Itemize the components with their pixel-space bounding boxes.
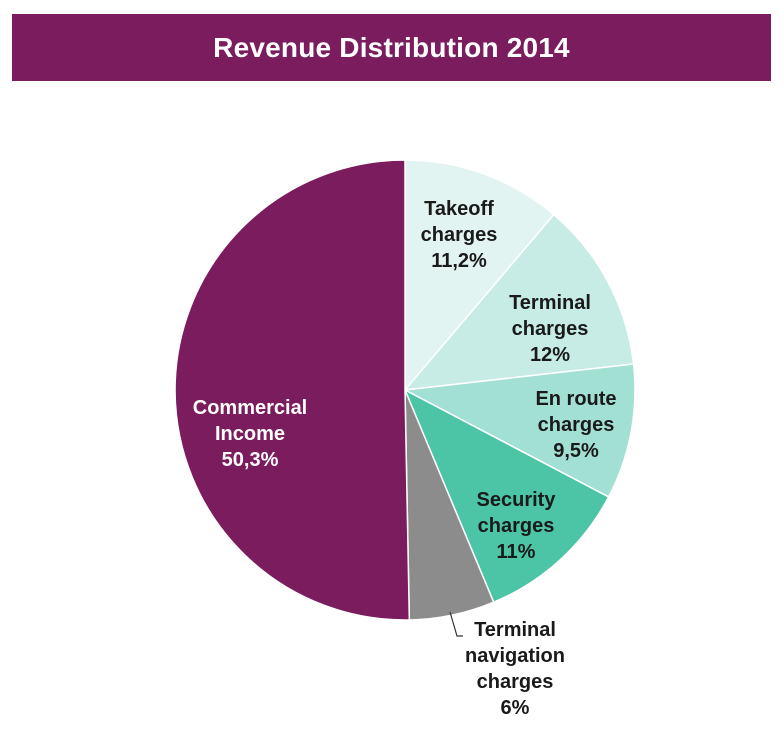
slice-label-line: charges: [538, 414, 615, 436]
slice-label-line: Commercial: [193, 397, 308, 419]
slice-label-line: Takeoff: [424, 198, 494, 220]
slice-label-takeoff: Takeoff charges 11,2%: [421, 198, 498, 272]
pie-slice-enroute: [402, 363, 636, 498]
pie-slice-terminal: [403, 213, 635, 391]
slice-value-label-terminal: 12%: [530, 344, 570, 366]
leader-line-terminal-navigation: [449, 611, 463, 637]
slice-label-enroute: En route charges 9,5%: [535, 388, 616, 462]
slice-label-line: Terminal: [474, 619, 556, 641]
slice-label-line: En route: [535, 388, 616, 410]
slice-value-label-takeoff: 11,2%: [431, 250, 487, 272]
slice-label-line: charges: [421, 224, 498, 246]
pie-slice-commercial: [174, 159, 411, 621]
slice-label-terminal-navigation: Terminal navigation charges 6%: [465, 619, 565, 719]
slice-label-line: Income: [215, 423, 285, 445]
slice-label-line: navigation: [465, 645, 565, 667]
slice-label-line: charges: [512, 318, 589, 340]
slice-value-label-terminal-navigation: 6%: [501, 697, 530, 719]
slice-label-line: charges: [477, 671, 554, 693]
slice-value-label-commercial: 50,3%: [222, 449, 279, 471]
slice-label-security: Security charges 11%: [477, 489, 557, 563]
slice-label-line: Security: [477, 489, 557, 511]
slice-label-line: charges: [478, 515, 555, 537]
slice-value-label-enroute: 9,5%: [553, 440, 599, 462]
slice-label-line: Terminal: [509, 292, 591, 314]
slice-value-label-security: 11%: [497, 541, 536, 563]
chart-title: Revenue Distribution 2014: [213, 31, 570, 63]
chart-title-bar: Revenue Distribution 2014: [12, 14, 771, 81]
pie-slices: [174, 159, 636, 621]
slice-labels: Takeoff charges 11,2% Terminal charges 12% En …: [193, 198, 617, 719]
slice-label-commercial: Commercial Income 50,3%: [193, 397, 308, 471]
slice-label-terminal: Terminal charges 12%: [509, 292, 591, 366]
pie-slice-takeoff: [404, 159, 555, 393]
pie-slice-security: [403, 388, 610, 604]
